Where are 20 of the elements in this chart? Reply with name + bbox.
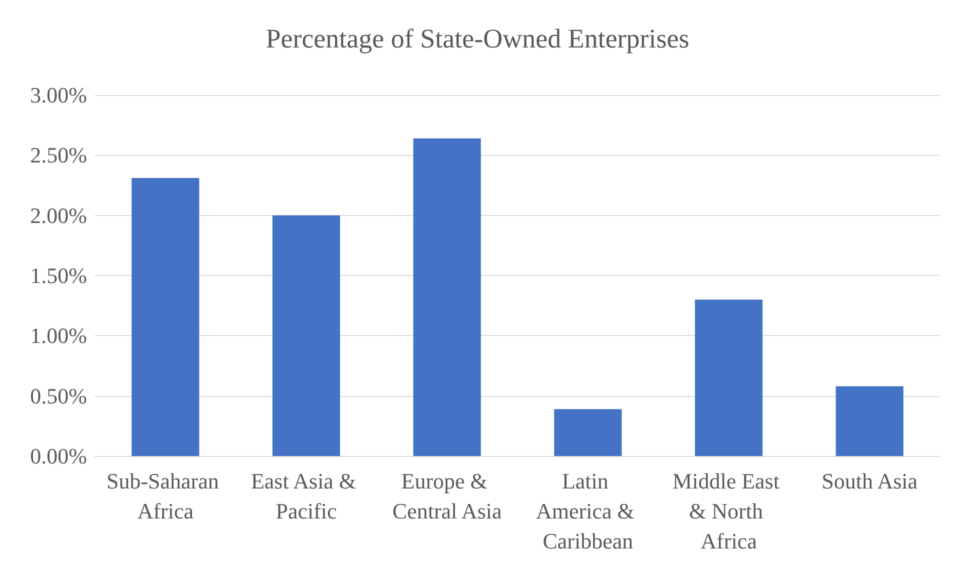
y-tick-label: 2.50% — [30, 142, 87, 168]
bar — [272, 215, 340, 456]
bar — [554, 409, 622, 456]
y-tick-label: 1.00% — [30, 323, 87, 348]
y-tick-label: 0.00% — [30, 444, 87, 468]
x-tick-label: South Asia — [822, 468, 918, 494]
chart-title: Percentage of State-Owned Enterprises — [266, 24, 690, 54]
x-tick-label: East Asia & Pacific — [250, 468, 362, 524]
y-tick-label: 3.00% — [30, 82, 87, 108]
y-tick-label: 0.50% — [30, 383, 87, 408]
x-tick-label: Europe & Central Asia — [392, 468, 502, 524]
y-tick-label: 2.00% — [30, 202, 87, 228]
y-tick-label: 1.50% — [30, 263, 87, 288]
x-tick-label: Middle East & North Africa — [672, 468, 785, 554]
bar — [413, 138, 481, 456]
bar — [694, 300, 763, 456]
x-tick-label: Latin America & Caribbean — [536, 468, 640, 554]
bar — [836, 386, 904, 456]
bar — [132, 178, 200, 456]
x-tick-label: Sub-Saharan Africa — [106, 468, 224, 524]
